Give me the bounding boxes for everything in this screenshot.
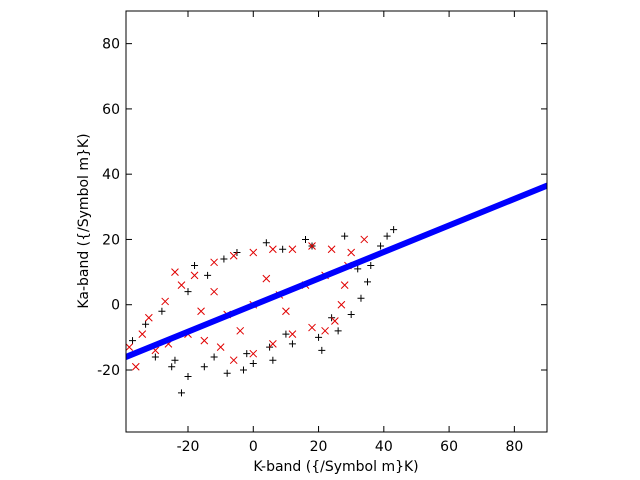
x-tick-label: 40 [375,439,393,455]
red-cross-point [308,242,316,250]
red-cross-point [144,313,153,322]
red-cross-point [360,235,369,244]
y-tick-label: 40 [102,167,120,183]
fit-line [126,182,547,360]
red-cross-point [249,349,258,358]
red-cross-point [331,317,339,325]
black-plus-point [357,294,365,302]
red-cross-point [229,251,238,260]
red-cross-point [269,245,277,254]
ticks-layer: -20 0 20 40 60 80 -20 0 20 40 60 80 [97,11,547,455]
y-axis-label: Ka-band ({/Symbol m}K) [76,133,92,308]
black-plus-point [200,363,208,371]
red-cross-point [138,330,147,338]
x-tick-label: -20 [177,439,200,455]
red-cross-point [249,248,258,257]
black-plus-point [220,255,228,263]
red-cross-point [340,281,349,289]
red-cross-point [131,362,140,371]
black-plus-point [158,307,166,315]
y-tick-label: 60 [102,102,120,118]
x-axis-label: K-band ({/Symbol m}K) [253,459,418,475]
black-plus-point [129,337,137,345]
black-plus-point [334,327,342,335]
red-cross-point [262,274,271,283]
red-cross-point [171,268,179,276]
red-cross-point [269,340,277,348]
black-plus-point [301,235,309,243]
black-plus-point [262,239,270,247]
red-cross-point [197,307,205,316]
red-cross-point [161,297,170,306]
black-plus-point [354,265,362,273]
black-plus-point [279,245,287,253]
black-plus-point [377,242,385,250]
red-cross-point [288,245,297,254]
y-tick-label: 80 [102,37,120,53]
y-tick-label: 0 [111,298,120,314]
red-cross-point [126,343,134,352]
plot-area [126,182,547,397]
black-plus-point [210,353,218,361]
red-cross-point [190,271,199,280]
red-cross-point [229,356,238,365]
black-plus-point [364,278,372,286]
x-tick-label: 60 [440,439,458,455]
red-cross-point [347,248,356,257]
red-cross-point [288,330,297,338]
x-tick-label: 20 [310,439,328,455]
black-plus-point [318,346,326,354]
x-tick-label: 80 [505,439,523,455]
black-plus-point [282,330,290,338]
data-layer [126,182,547,397]
red-cross-point [308,323,316,332]
red-cross-point [282,307,290,316]
y-tick-label: -20 [97,363,120,379]
black-plus-point [177,389,185,397]
black-plus-point [269,356,277,364]
black-plus-point [243,350,251,358]
black-plus-point [168,363,176,371]
red-cross-point [337,300,346,309]
black-plus-point [184,288,192,296]
black-plus-point [142,320,150,328]
black-plus-point [347,311,355,319]
black-plus-point [184,373,192,381]
black-plus-point [341,232,349,240]
red-cross-point [327,245,336,254]
red-cross-point [321,326,329,335]
y-tick-label: 20 [102,232,120,248]
black-plus-point [367,262,375,270]
red-cross-point [200,336,209,345]
black-plus-point [171,356,179,364]
red-cross-point [236,326,245,335]
black-plus-point [249,359,257,367]
red-cross-point [216,343,225,352]
black-plus-point [204,271,212,279]
black-plus-point [390,226,398,234]
x-tick-label: 0 [249,439,258,455]
black-plus-point [239,366,247,374]
plot-frame [125,10,548,433]
red-cross-point [210,287,218,296]
black-plus-point [191,262,199,270]
black-plus-point [151,353,159,361]
red-cross-point [177,281,186,289]
red-cross-point [210,258,218,267]
black-plus-point [223,369,231,377]
black-plus-point [383,232,391,240]
black-plus-point [288,340,296,348]
black-plus-point [315,333,323,341]
